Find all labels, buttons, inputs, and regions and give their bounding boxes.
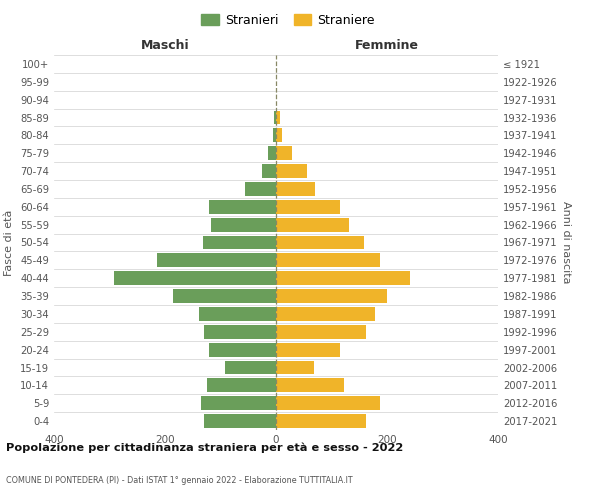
Bar [276, 342, 340, 356]
Y-axis label: Fasce di età: Fasce di età [4, 210, 14, 276]
Bar [273, 128, 276, 142]
Bar [276, 325, 366, 339]
Bar [276, 146, 292, 160]
Bar [209, 342, 276, 356]
Bar [201, 396, 276, 410]
Bar [203, 236, 276, 250]
Bar [276, 360, 314, 374]
Bar [206, 378, 276, 392]
Text: Femmine: Femmine [355, 40, 419, 52]
Bar [173, 289, 276, 303]
Bar [276, 128, 281, 142]
Bar [276, 289, 387, 303]
Bar [199, 307, 276, 321]
Bar [276, 378, 344, 392]
Bar [245, 182, 276, 196]
Text: COMUNE DI PONTEDERA (PI) - Dati ISTAT 1° gennaio 2022 - Elaborazione TUTTITALIA.: COMUNE DI PONTEDERA (PI) - Dati ISTAT 1°… [6, 476, 353, 485]
Bar [157, 254, 276, 268]
Bar [276, 218, 349, 232]
Bar [276, 271, 410, 285]
Bar [276, 164, 307, 178]
Bar [276, 200, 340, 214]
Bar [114, 271, 276, 285]
Bar [268, 146, 276, 160]
Text: Popolazione per cittadinanza straniera per età e sesso - 2022: Popolazione per cittadinanza straniera p… [6, 442, 403, 453]
Bar [211, 218, 276, 232]
Bar [276, 307, 375, 321]
Bar [225, 360, 276, 374]
Legend: Stranieri, Straniere: Stranieri, Straniere [199, 11, 377, 29]
Bar [209, 200, 276, 214]
Bar [276, 182, 315, 196]
Bar [276, 254, 380, 268]
Bar [276, 110, 280, 124]
Y-axis label: Anni di nascita: Anni di nascita [562, 201, 571, 284]
Bar [274, 110, 276, 124]
Bar [204, 325, 276, 339]
Bar [204, 414, 276, 428]
Bar [276, 396, 380, 410]
Bar [276, 414, 366, 428]
Text: Maschi: Maschi [140, 40, 190, 52]
Bar [262, 164, 276, 178]
Bar [276, 236, 364, 250]
